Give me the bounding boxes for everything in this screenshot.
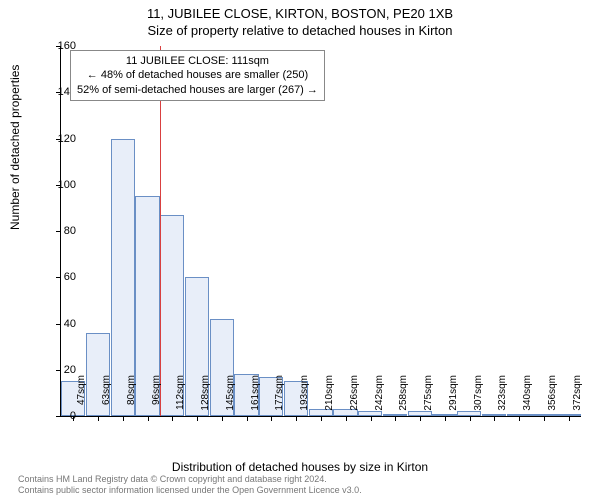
x-tick-mark [222, 416, 223, 421]
annotation-line3: 52% of semi-detached houses are larger (… [77, 83, 318, 97]
x-tick-mark [321, 416, 322, 421]
x-tick-label: 177sqm [274, 375, 285, 411]
footer-line2: Contains public sector information licen… [18, 485, 362, 496]
y-axis-label: Number of detached properties [8, 65, 22, 230]
y-tick-label: 0 [70, 410, 76, 422]
chart-title-line2: Size of property relative to detached ho… [0, 21, 600, 38]
x-tick-mark [197, 416, 198, 421]
x-tick-label: 258sqm [398, 375, 409, 411]
chart-title-line1: 11, JUBILEE CLOSE, KIRTON, BOSTON, PE20 … [0, 0, 600, 21]
x-tick-mark [123, 416, 124, 421]
x-tick-label: 193sqm [299, 375, 310, 411]
y-tick-mark [56, 370, 61, 371]
x-tick-label: 145sqm [225, 375, 236, 411]
annotation-line1: 11 JUBILEE CLOSE: 111sqm [77, 54, 318, 68]
annotation-line2: ← 48% of detached houses are smaller (25… [77, 68, 318, 82]
x-tick-label: 226sqm [349, 375, 360, 411]
x-tick-label: 372sqm [572, 375, 583, 411]
x-tick-mark [98, 416, 99, 421]
y-tick-mark [56, 324, 61, 325]
x-tick-mark [569, 416, 570, 421]
y-tick-mark [56, 231, 61, 232]
x-tick-label: 210sqm [324, 375, 335, 411]
x-tick-label: 275sqm [423, 375, 434, 411]
footer-line1: Contains HM Land Registry data © Crown c… [18, 474, 362, 485]
x-tick-mark [172, 416, 173, 421]
y-tick-label: 80 [64, 225, 76, 237]
x-tick-label: 161sqm [250, 375, 261, 411]
x-tick-mark [470, 416, 471, 421]
x-axis-label: Distribution of detached houses by size … [0, 460, 600, 474]
y-tick-label: 60 [64, 271, 76, 283]
annotation-box: 11 JUBILEE CLOSE: 111sqm← 48% of detache… [70, 50, 325, 101]
x-tick-label: 112sqm [175, 375, 186, 410]
y-tick-label: 100 [58, 179, 76, 191]
x-tick-label: 242sqm [374, 375, 385, 411]
x-tick-label: 323sqm [497, 375, 508, 411]
x-tick-mark [445, 416, 446, 421]
x-tick-mark [494, 416, 495, 421]
x-tick-mark [371, 416, 372, 421]
x-tick-label: 47sqm [76, 375, 87, 405]
x-tick-mark [420, 416, 421, 421]
x-tick-label: 291sqm [448, 375, 459, 411]
x-tick-label: 307sqm [473, 375, 484, 411]
reference-line [160, 46, 161, 416]
chart-plot-area [60, 46, 581, 417]
x-tick-label: 356sqm [547, 375, 558, 411]
x-tick-mark [247, 416, 248, 421]
x-tick-label: 63sqm [101, 375, 112, 405]
x-tick-mark [519, 416, 520, 421]
x-tick-mark [544, 416, 545, 421]
x-tick-mark [395, 416, 396, 421]
y-tick-label: 20 [64, 364, 76, 376]
y-tick-label: 40 [64, 318, 76, 330]
x-tick-label: 128sqm [200, 375, 211, 411]
y-tick-mark [56, 416, 61, 417]
x-tick-mark [148, 416, 149, 421]
x-tick-mark [346, 416, 347, 421]
x-tick-mark [271, 416, 272, 421]
y-tick-mark [56, 277, 61, 278]
x-tick-label: 96sqm [151, 375, 162, 405]
y-tick-label: 120 [58, 133, 76, 145]
footer-attribution: Contains HM Land Registry data © Crown c… [18, 474, 362, 496]
x-tick-label: 80sqm [126, 375, 137, 405]
x-tick-label: 340sqm [522, 375, 533, 411]
x-tick-mark [296, 416, 297, 421]
